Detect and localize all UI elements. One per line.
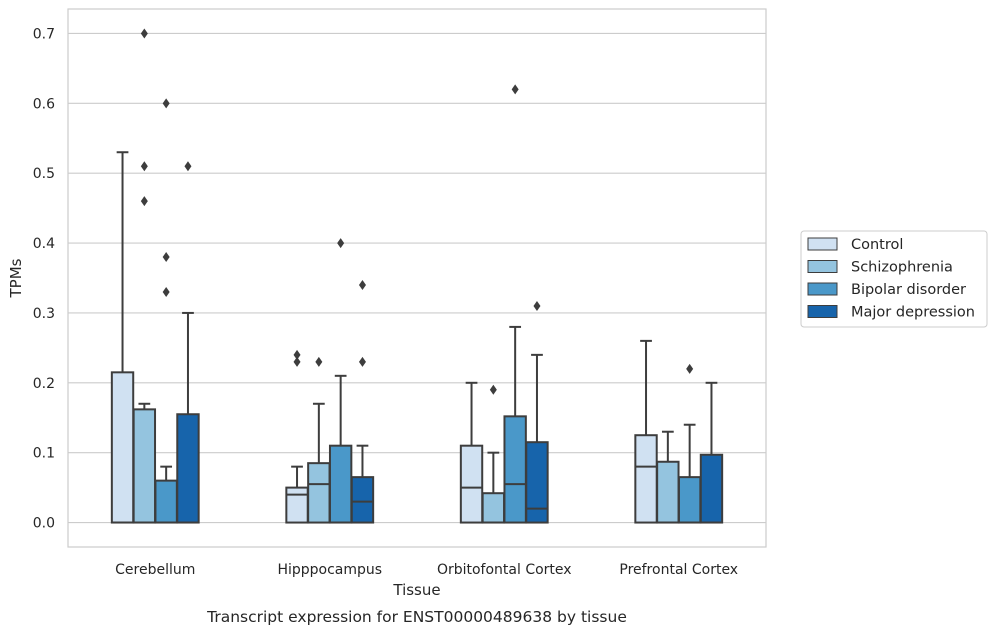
outlier-point [140, 161, 148, 172]
legend-swatch [807, 237, 838, 251]
box-major-depression [176, 161, 200, 524]
x-tick-label: Orbitofontal Cortex [437, 562, 572, 578]
box-control [459, 381, 484, 524]
outlier-point [293, 349, 301, 360]
box-rect [677, 476, 702, 524]
legend-swatch [807, 282, 838, 296]
legend-swatch [807, 260, 838, 273]
outlier-point [686, 363, 694, 374]
x-tick-label: Prefrontal Cortex [619, 562, 738, 578]
outlier-point [489, 384, 497, 395]
box-groups [110, 28, 724, 524]
box-major-depression [699, 381, 724, 524]
box-rect [656, 460, 680, 524]
legend-frame [800, 230, 988, 328]
box-schizophrenia [132, 28, 157, 524]
y-tick-label: 0.3 [33, 306, 55, 322]
x-tick-label: Hipppocampus [277, 562, 382, 578]
box-rect [307, 462, 331, 524]
y-tick-label: 0.7 [33, 26, 55, 42]
box-rect [459, 444, 484, 524]
y-tick-label: 0.0 [33, 516, 55, 532]
outlier-point [162, 286, 170, 297]
outlier-point [315, 356, 323, 367]
outlier-point [533, 300, 541, 311]
outlier-point [184, 161, 192, 172]
legend: Control Schizophrenia Bipolar disorder Majo… [800, 230, 988, 328]
legend-label: Control [851, 237, 903, 253]
box-control [110, 151, 135, 524]
outlier-point [358, 279, 366, 290]
box-rect [634, 434, 658, 524]
x-axis-ticks: Cerebellum Hipppocampus Orbitofontal Corte… [115, 562, 738, 578]
box-rect [699, 453, 724, 524]
outlier-point [162, 252, 170, 263]
y-tick-label: 0.5 [33, 166, 55, 182]
legend-label: Bipolar disorder [851, 282, 966, 298]
chart-caption: Transcript expression for ENST0000048963… [206, 608, 627, 626]
outlier-point [140, 196, 148, 207]
box-major-depression [525, 300, 549, 524]
y-tick-label: 0.1 [33, 446, 55, 462]
box-rect [481, 492, 506, 524]
legend-label: Schizophrenia [851, 260, 953, 276]
y-tick-label: 0.6 [33, 96, 55, 112]
box-rect [176, 413, 200, 524]
box-rect [328, 444, 353, 524]
y-axis-label: TPMs [7, 258, 25, 298]
plot-frame [67, 8, 767, 548]
outlier-point [337, 238, 345, 249]
legend-label: Major depression [851, 305, 975, 321]
outlier-point [358, 356, 366, 367]
legend-items: Control Schizophrenia Bipolar disorder Majo… [807, 237, 975, 321]
y-tick-label: 0.4 [33, 236, 55, 252]
outlier-point [140, 28, 148, 39]
box-rect [285, 486, 309, 524]
y-axis-ticks: 0.0 0.1 0.2 0.3 0.4 0.5 0.6 0.7 [33, 26, 55, 531]
box-control [285, 349, 309, 524]
box-rect [154, 479, 178, 524]
box-bipolar-disorder [154, 98, 178, 524]
outlier-point [511, 84, 519, 95]
y-tick-label: 0.2 [33, 376, 55, 392]
outlier-point [162, 98, 170, 109]
box-rect [132, 408, 157, 524]
box-major-depression [350, 279, 375, 524]
box-rect [350, 476, 375, 524]
x-tick-label: Cerebellum [115, 562, 195, 578]
box-rect [110, 371, 135, 524]
x-axis-label: Tissue [392, 581, 440, 599]
box-bipolar-disorder [328, 238, 353, 524]
outlier-point [293, 356, 301, 367]
legend-swatch [807, 305, 838, 318]
box-rect [503, 415, 527, 524]
box-rect [525, 441, 549, 524]
